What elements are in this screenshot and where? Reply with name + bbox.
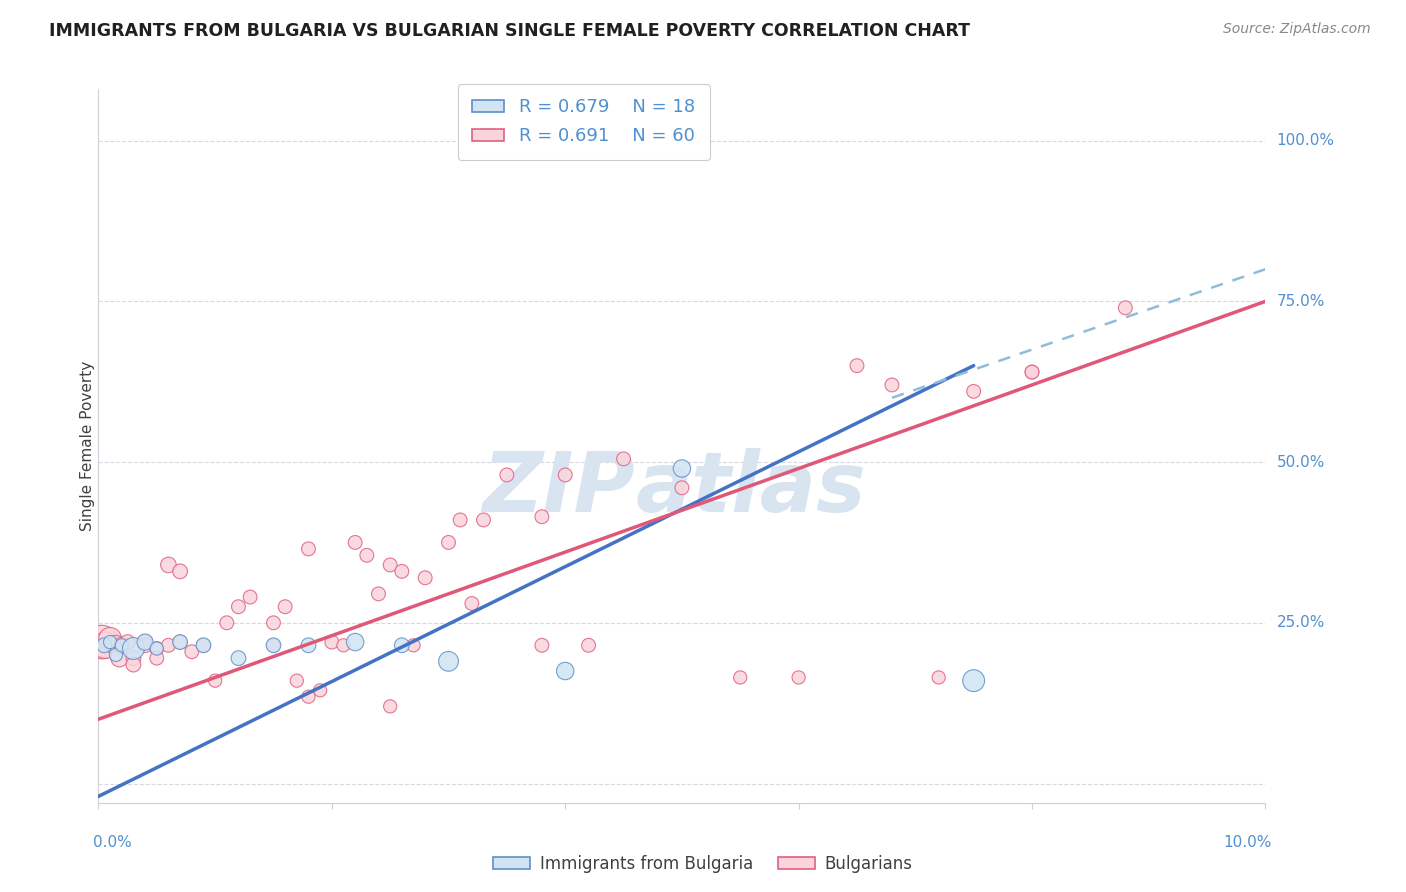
Point [356, 549, 378, 563]
Text: Source: ZipAtlas.com: Source: ZipAtlas.com [1223, 22, 1371, 37]
Point [111, 638, 134, 652]
Legend: Immigrants from Bulgaria, Bulgarians: Immigrants from Bulgaria, Bulgarians [486, 848, 920, 880]
Point [262, 638, 284, 652]
Point [437, 654, 460, 668]
Point [730, 670, 752, 684]
Point [496, 467, 519, 482]
Point [134, 638, 156, 652]
Text: atlas: atlas [636, 449, 866, 529]
Point [437, 535, 460, 549]
Point [962, 673, 984, 688]
Point [90, 635, 112, 649]
Point [117, 635, 139, 649]
Point [332, 638, 354, 652]
Point [239, 590, 262, 604]
Point [928, 670, 950, 684]
Point [169, 635, 191, 649]
Point [134, 635, 156, 649]
Point [146, 641, 169, 656]
Point [530, 638, 553, 652]
Text: 10.0%: 10.0% [1223, 835, 1271, 850]
Legend: R = 0.679    N = 18, R = 0.691    N = 60: R = 0.679 N = 18, R = 0.691 N = 60 [457, 84, 710, 160]
Point [146, 651, 169, 665]
Text: 75.0%: 75.0% [1277, 293, 1324, 309]
Point [98, 632, 121, 646]
Text: 0.0%: 0.0% [93, 835, 131, 850]
Text: 25.0%: 25.0% [1277, 615, 1324, 631]
Point [169, 565, 191, 579]
Point [297, 638, 319, 652]
Point [671, 461, 693, 475]
Point [472, 513, 495, 527]
Point [344, 535, 367, 549]
Point [578, 638, 600, 652]
Point [380, 699, 402, 714]
Point [880, 378, 903, 392]
Point [285, 673, 308, 688]
Point [274, 599, 297, 614]
Point [449, 513, 471, 527]
Point [413, 571, 436, 585]
Point [380, 558, 402, 572]
Point [297, 541, 319, 556]
Point [262, 638, 284, 652]
Point [104, 638, 127, 652]
Point [122, 641, 145, 656]
Point [367, 587, 389, 601]
Point [169, 635, 191, 649]
Point [846, 359, 869, 373]
Point [122, 657, 145, 672]
Point [215, 615, 238, 630]
Point [1114, 301, 1136, 315]
Text: IMMIGRANTS FROM BULGARIA VS BULGARIAN SINGLE FEMALE POVERTY CORRELATION CHART: IMMIGRANTS FROM BULGARIA VS BULGARIAN SI… [49, 22, 970, 40]
Point [671, 481, 693, 495]
Point [122, 651, 145, 665]
Point [321, 635, 343, 649]
Point [391, 638, 413, 652]
Point [157, 558, 180, 572]
Point [98, 635, 121, 649]
Point [193, 638, 215, 652]
Text: 50.0%: 50.0% [1277, 455, 1324, 469]
Point [344, 635, 367, 649]
Point [204, 673, 226, 688]
Point [104, 648, 127, 662]
Point [962, 384, 984, 399]
Point [554, 664, 576, 678]
Point [530, 509, 553, 524]
Point [228, 599, 250, 614]
Point [1021, 365, 1043, 379]
Point [108, 651, 131, 665]
Y-axis label: Single Female Poverty: Single Female Poverty [80, 361, 94, 531]
Point [93, 638, 115, 652]
Point [554, 467, 576, 482]
Point [228, 651, 250, 665]
Text: 100.0%: 100.0% [1277, 133, 1334, 148]
Point [134, 635, 156, 649]
Point [787, 670, 810, 684]
Point [461, 597, 484, 611]
Point [402, 638, 425, 652]
Point [111, 638, 134, 652]
Point [262, 615, 284, 630]
Point [193, 638, 215, 652]
Point [180, 645, 202, 659]
Point [391, 565, 413, 579]
Point [612, 451, 634, 466]
Point [1021, 365, 1043, 379]
Point [157, 638, 180, 652]
Text: ZIP: ZIP [482, 449, 636, 529]
Point [146, 641, 169, 656]
Point [309, 683, 332, 698]
Point [297, 690, 319, 704]
Point [94, 638, 117, 652]
